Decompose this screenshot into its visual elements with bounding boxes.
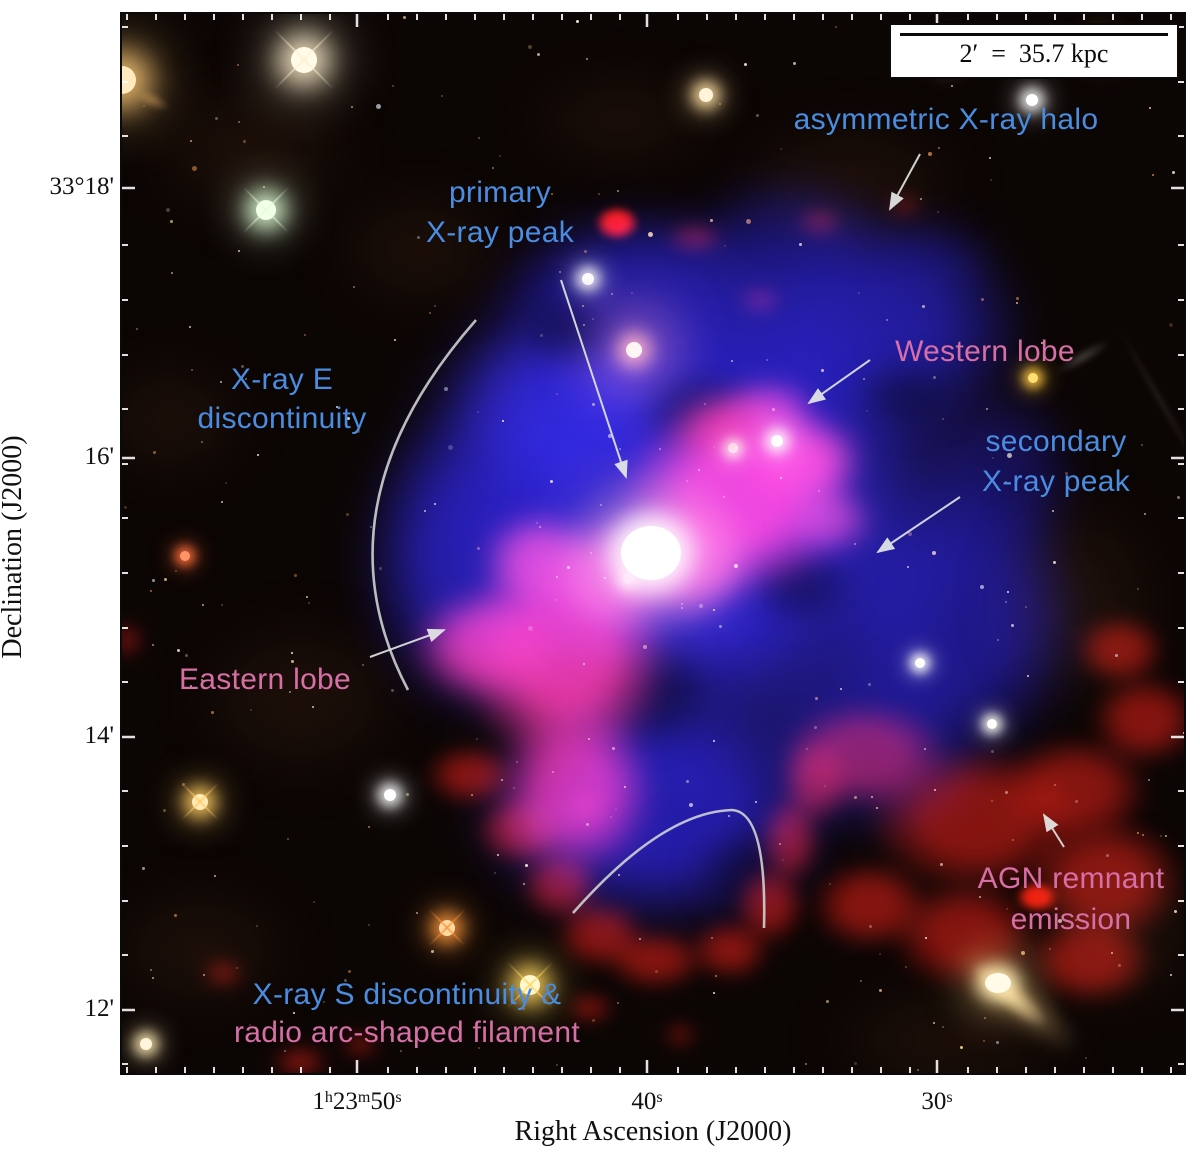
bright-sources-layer	[122, 14, 1184, 1073]
x-tick-40s: 40s	[631, 1088, 663, 1116]
sky-image: asymmetric X-ray halo primary X-ray peak…	[120, 12, 1186, 1075]
y-tick-16: 16'	[84, 443, 114, 470]
x-tick-30s: 30s	[921, 1088, 953, 1116]
annotation-agn-line1: AGN remnant	[977, 862, 1165, 895]
y-axis-title: Declination (J2000)	[0, 435, 28, 659]
x-tick-1h23m50s: 1h23m50s	[312, 1088, 402, 1116]
annotation-secondary-peak-line2: X-ray peak	[981, 465, 1131, 498]
annotation-s-discontinuity-line2: radio arc-shaped filament	[233, 1016, 581, 1049]
y-tick-12: 12'	[84, 995, 114, 1022]
compact-red-sources-layer	[122, 14, 1184, 1073]
annotation-secondary-peak-line1: secondary	[985, 425, 1127, 458]
annotation-e-discontinuity-line2: discontinuity	[197, 402, 367, 435]
x-axis-title: Right Ascension (J2000)	[514, 1116, 792, 1147]
tick-marks	[122, 14, 1184, 1073]
arc-e-discontinuity	[371, 319, 477, 691]
arrow-eastern-lobe	[369, 628, 446, 658]
arrow-secondary-peak	[876, 496, 961, 554]
annotation-primary-peak-line2: X-ray peak	[425, 216, 575, 249]
annotation-s-discontinuity-line1: X-ray S discontinuity &	[252, 978, 562, 1011]
arrow-agn-remnant	[1042, 813, 1065, 848]
annotation-e-discontinuity-line1: X-ray E	[230, 363, 334, 396]
y-tick-33-18: 33°18'	[49, 173, 114, 200]
annotation-lines	[369, 153, 1065, 929]
annotation-asymmetric-halo: asymmetric X-ray halo	[793, 103, 1099, 136]
remnant-emission-layer	[122, 14, 1184, 1073]
annotation-agn-line2: emission	[1010, 903, 1132, 936]
arc-s-discontinuity	[572, 808, 766, 929]
annotation-western-lobe: Western lobe	[895, 335, 1075, 368]
arrow-asymmetric-halo	[889, 153, 921, 211]
annotation-eastern-lobe: Eastern lobe	[178, 663, 352, 696]
scale-bar-box: 2′ = 35.7 kpc	[889, 23, 1179, 79]
scale-bar-label: 2′ = 35.7 kpc	[959, 39, 1109, 68]
arrow-western-lobe	[807, 359, 871, 405]
y-tick-14: 14'	[84, 722, 114, 749]
annotation-primary-peak-line1: primary	[448, 176, 552, 209]
arrow-primary-peak	[560, 279, 628, 479]
scale-bar-line	[900, 33, 1168, 36]
